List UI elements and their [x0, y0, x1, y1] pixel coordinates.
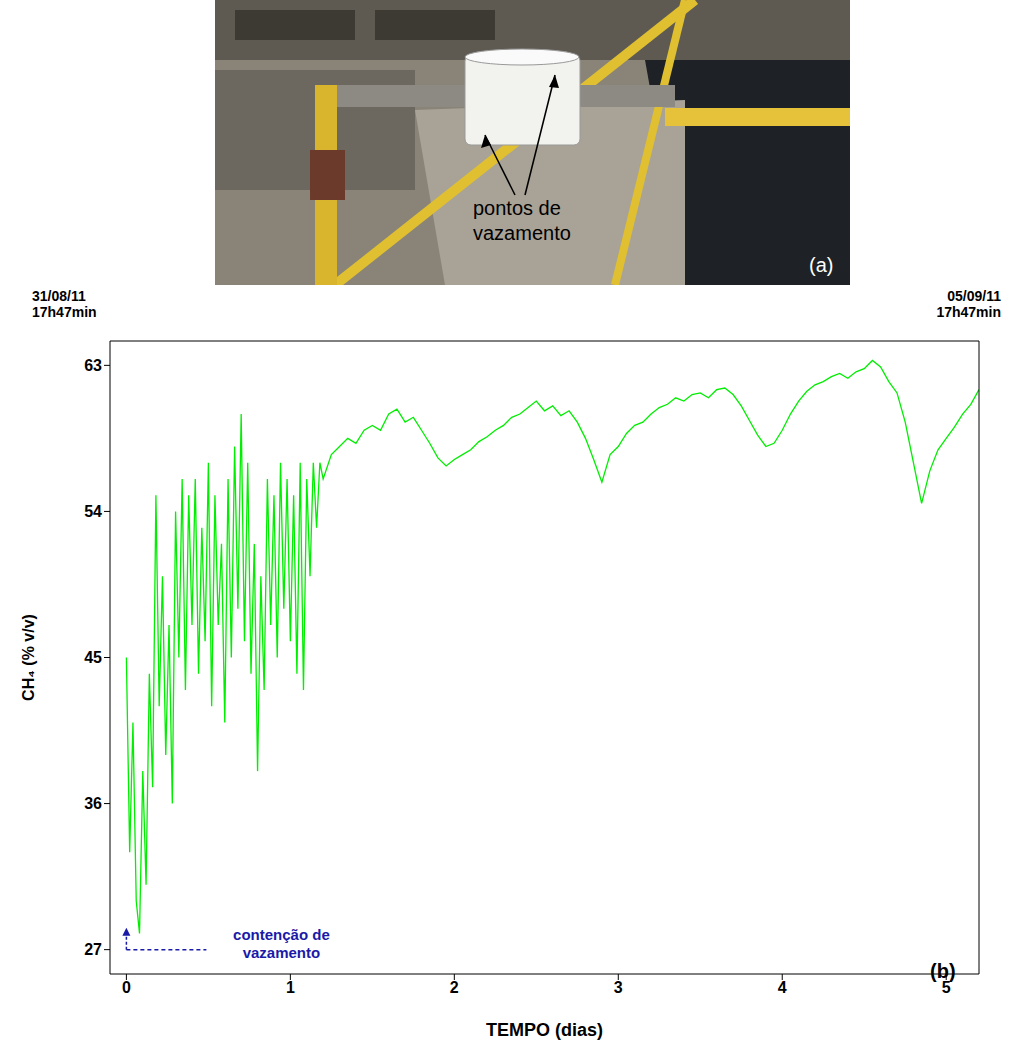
svg-text:5: 5 — [941, 979, 951, 997]
svg-text:27: 27 — [84, 941, 102, 958]
html-text:05/09/11: 05/09/11 — [947, 288, 1001, 304]
svg-text:36: 36 — [84, 795, 102, 812]
svg-text:54: 54 — [84, 503, 102, 520]
html-text:17h47min: 17h47min — [32, 304, 97, 320]
svg-text:contenção de: contenção de — [233, 926, 330, 943]
svg-text:CH₄ (% v/v): CH₄ (% v/v) — [20, 614, 37, 701]
svg-text:63: 63 — [84, 357, 102, 374]
html-text:17h47min: 17h47min — [936, 304, 1001, 320]
html-text:31/08/11: 31/08/11 — [32, 288, 86, 304]
svg-text:0: 0 — [122, 979, 131, 996]
svg-text:pontos de: pontos de — [473, 197, 561, 219]
svg-text:4: 4 — [778, 979, 787, 996]
svg-text:TEMPO (dias): TEMPO (dias) — [486, 1020, 603, 1040]
svg-text:2: 2 — [450, 979, 459, 996]
svg-text:1: 1 — [286, 979, 295, 996]
svg-text:vazamento: vazamento — [473, 222, 571, 244]
svg-text:3: 3 — [614, 979, 623, 996]
html-text:(b): (b) — [930, 960, 956, 982]
svg-text:45: 45 — [84, 649, 102, 666]
svg-text:vazamento: vazamento — [243, 944, 321, 961]
svg-text:(a): (a) — [809, 254, 833, 276]
